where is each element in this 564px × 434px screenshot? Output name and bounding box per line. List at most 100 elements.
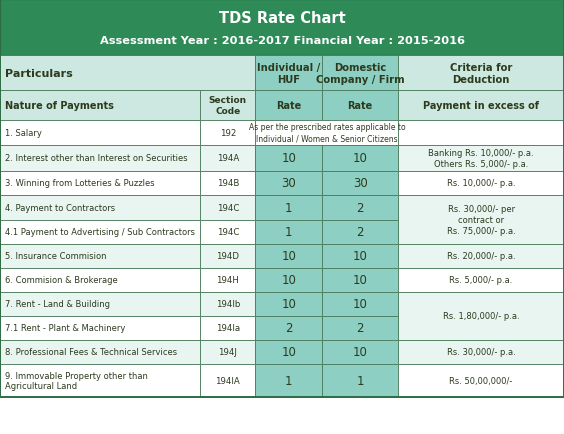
Bar [398,292,564,340]
Text: 194H: 194H [217,276,239,285]
Text: 7. Rent - Land & Building: 7. Rent - Land & Building [5,299,109,309]
Text: 9. Immovable Property other than
Agricultural Land: 9. Immovable Property other than Agricul… [5,371,147,391]
Text: Individual /
HUF: Individual / HUF [257,62,320,84]
Text: 192: 192 [219,128,236,138]
Bar [255,244,322,268]
Bar [398,364,564,398]
Bar [255,268,322,292]
Bar [398,56,564,91]
Text: 10: 10 [281,250,296,263]
Bar [200,121,255,145]
Text: 194D: 194D [217,252,239,261]
Bar [0,316,200,340]
Bar [255,195,322,220]
Text: 10: 10 [352,298,368,310]
Text: 1: 1 [285,226,293,239]
Text: 194Ia: 194Ia [216,323,240,332]
Text: 194B: 194B [217,179,239,188]
Text: 194Ib: 194Ib [215,299,240,309]
Bar [0,220,200,244]
Text: Rs. 10,000/- p.a.: Rs. 10,000/- p.a. [447,179,515,188]
Bar [398,268,564,292]
Text: 2: 2 [356,322,364,334]
Text: 1: 1 [285,201,293,214]
Text: 30: 30 [281,177,296,190]
Bar [0,145,200,171]
Bar [322,292,398,316]
Text: 6. Commision & Brokerage: 6. Commision & Brokerage [5,276,117,285]
Bar [398,145,564,171]
Bar [255,56,322,91]
Text: Rs. 30,000/- p.a.: Rs. 30,000/- p.a. [447,347,515,356]
Text: 1: 1 [356,374,364,387]
Text: 1: 1 [285,374,293,387]
Bar [200,220,255,244]
Bar [322,340,398,364]
Bar [322,145,398,171]
Text: Rs. 50,00,000/-: Rs. 50,00,000/- [450,376,513,385]
Text: 10: 10 [352,152,368,165]
Bar [0,121,200,145]
Bar [398,244,564,268]
Text: 3. Winning from Lotteries & Puzzles: 3. Winning from Lotteries & Puzzles [5,179,154,188]
Text: 7.1 Rent - Plant & Machinery: 7.1 Rent - Plant & Machinery [5,323,125,332]
Bar [255,121,398,145]
Text: Rate: Rate [347,101,373,111]
Text: Rate: Rate [276,101,301,111]
Text: Rs. 5,000/- p.a.: Rs. 5,000/- p.a. [450,276,513,285]
Text: 2. Interest other than Interest on Securities: 2. Interest other than Interest on Secur… [5,154,187,163]
Bar [255,220,322,244]
Text: Assessment Year : 2016-2017 Financial Year : 2015-2016: Assessment Year : 2016-2017 Financial Ye… [99,36,465,46]
Text: 194J: 194J [218,347,237,356]
Text: Section
Code: Section Code [209,96,247,116]
Bar [398,340,564,364]
Bar [0,244,200,268]
Bar [322,268,398,292]
Bar [0,0,564,56]
Bar [322,316,398,340]
Bar [200,316,255,340]
Text: 1. Salary: 1. Salary [5,128,41,138]
Text: TDS Rate Chart: TDS Rate Chart [219,11,345,26]
Bar [200,340,255,364]
Text: 10: 10 [281,298,296,310]
Bar [255,292,322,316]
Text: 2: 2 [356,201,364,214]
Bar [398,121,564,145]
Bar [200,244,255,268]
Text: Rs. 1,80,000/- p.a.: Rs. 1,80,000/- p.a. [443,312,519,320]
Text: 194C: 194C [217,204,239,212]
Bar [322,171,398,195]
Text: 194IA: 194IA [215,376,240,385]
Text: 194A: 194A [217,154,239,163]
Bar [0,195,200,220]
Text: 2: 2 [285,322,293,334]
Bar [200,268,255,292]
Bar [255,364,322,398]
Bar [0,171,200,195]
Text: 10: 10 [352,250,368,263]
Bar [0,91,200,121]
Text: Nature of Payments: Nature of Payments [5,101,113,111]
Text: 4. Payment to Contractors: 4. Payment to Contractors [5,204,114,212]
Bar [398,171,564,195]
Bar [322,220,398,244]
Text: 5. Insurance Commision: 5. Insurance Commision [5,252,106,261]
Text: 4.1 Payment to Advertising / Sub Contractors: 4.1 Payment to Advertising / Sub Contrac… [5,228,195,237]
Bar [398,91,564,121]
Bar [200,195,255,220]
Text: 8. Professional Fees & Technical Services: 8. Professional Fees & Technical Service… [5,347,177,356]
Bar [0,364,200,398]
Bar [398,195,564,244]
Bar [255,316,322,340]
Bar [322,364,398,398]
Text: Rs. 30,000/- per
contract or
Rs. 75,000/- p.a.: Rs. 30,000/- per contract or Rs. 75,000/… [447,204,515,235]
Text: Banking Rs. 10,000/- p.a.
Others Rs. 5,000/- p.a.: Banking Rs. 10,000/- p.a. Others Rs. 5,0… [428,148,534,168]
Bar [0,56,255,91]
Bar [200,145,255,171]
Text: 10: 10 [281,274,296,286]
Bar [255,145,322,171]
Text: 2: 2 [356,226,364,239]
Bar [200,171,255,195]
Text: 194C: 194C [217,228,239,237]
